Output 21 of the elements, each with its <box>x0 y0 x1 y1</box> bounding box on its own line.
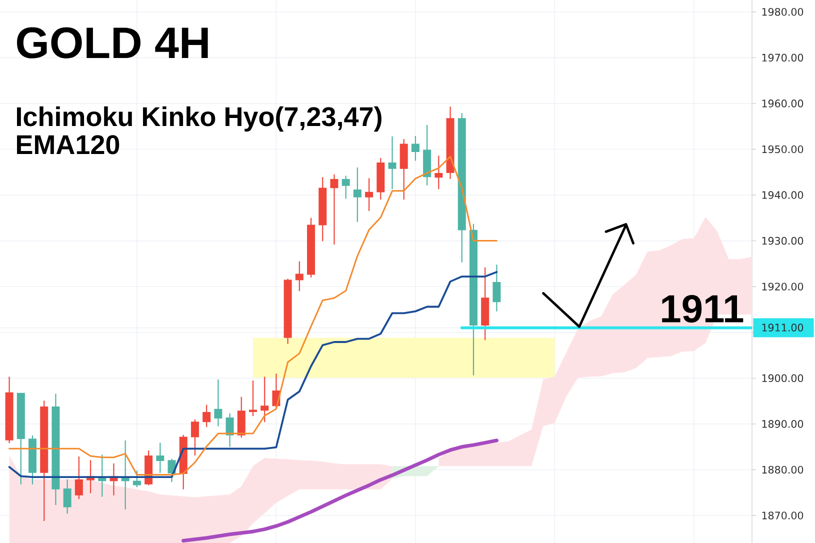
y-tick-label: 1960.00 <box>762 100 804 108</box>
y-tick-label: 1950.00 <box>762 145 804 154</box>
candlestick <box>330 174 338 244</box>
y-tick-label: 1970.00 <box>762 54 804 62</box>
y-tick-label: 1911.00 <box>762 324 804 332</box>
y-tick-label: 1880.00 <box>762 466 804 474</box>
chart-title: GOLD 4H <box>17 27 208 58</box>
candlestick <box>5 376 14 444</box>
annotation: 1911 <box>662 294 744 323</box>
y-tick-label: 1940.00 <box>762 191 804 199</box>
candlestick <box>353 168 362 222</box>
y-tick-label: 1930.00 <box>762 236 804 245</box>
y-tick-label: 1980.00 <box>762 8 804 16</box>
y-tick-label: 1900.00 <box>762 374 804 382</box>
y-tick-label: 1920.00 <box>762 282 804 290</box>
y-tick-label: 1870.00 <box>762 512 804 520</box>
annotation: EMA120 <box>17 135 120 154</box>
text: Ichimoku Kinko Hyo(7,23,47) <box>17 106 382 132</box>
candlestick <box>156 442 164 473</box>
candlestick <box>388 136 396 190</box>
y-tick-label: 1890.00 <box>762 420 804 428</box>
